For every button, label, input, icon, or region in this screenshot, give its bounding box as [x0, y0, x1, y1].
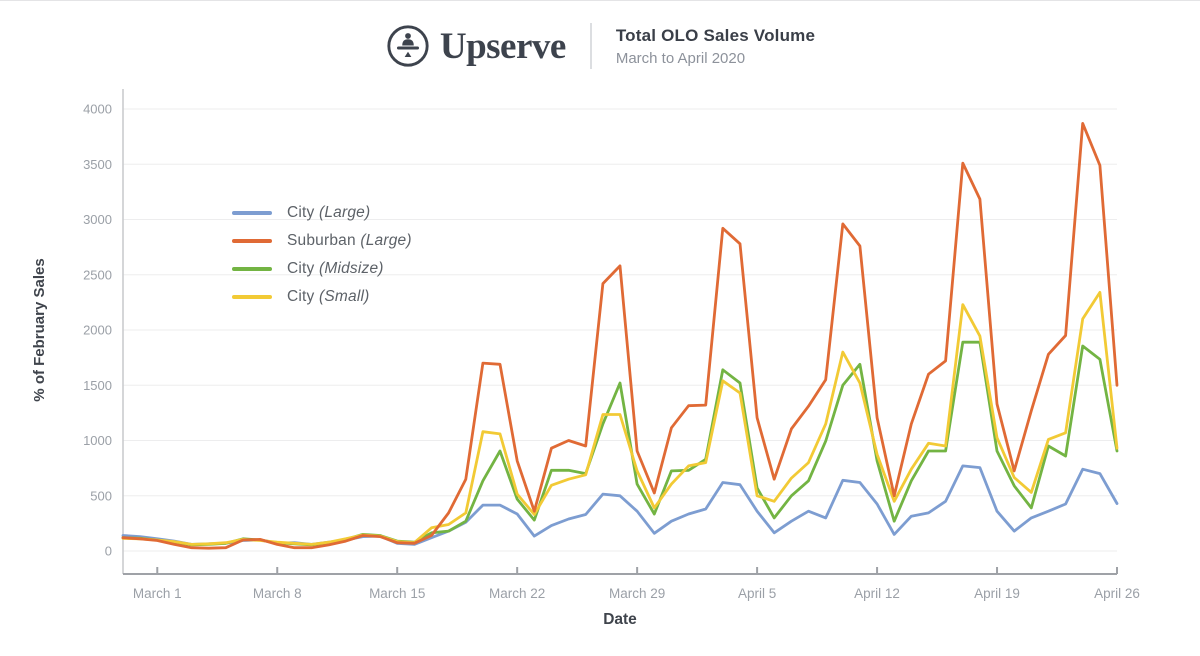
- upserve-wordmark: Upserve: [439, 25, 566, 67]
- legend-item-city-large: City (Large): [232, 199, 412, 227]
- upserve-brand: Upserve: [385, 23, 566, 69]
- series-line-suburban-large: [121, 122, 1119, 550]
- y-tick-label: 3000: [83, 212, 112, 227]
- x-tick-label: April 19: [974, 586, 1020, 601]
- x-tick-label: March 22: [489, 586, 545, 601]
- y-tick-label: 3500: [83, 157, 112, 172]
- legend-label: Suburban (Large): [287, 232, 412, 249]
- chart-subtitle: March to April 2020: [615, 49, 746, 67]
- upserve-logo-icon: [387, 25, 429, 67]
- legend-swatch: [232, 211, 272, 215]
- legend-item-city-small: City (Small): [232, 283, 412, 311]
- x-tick-label: April 12: [854, 586, 900, 601]
- header-divider: [589, 23, 592, 69]
- legend-label: City (Midsize): [287, 260, 384, 277]
- series-line-city-midsize: [121, 340, 1119, 547]
- legend-swatch: [232, 239, 272, 243]
- legend-label: City (Large): [287, 204, 371, 221]
- legend-item-suburban-large: Suburban (Large): [232, 227, 412, 255]
- legend-swatch: [232, 295, 272, 299]
- y-tick-label: 2500: [83, 267, 112, 282]
- x-tick-label: April 26: [1094, 586, 1140, 601]
- header-titles: Total OLO Sales Volume March to April 20…: [616, 26, 815, 67]
- y-tick-label: 1000: [83, 433, 112, 448]
- y-tick-label: 500: [90, 488, 112, 503]
- x-axis-title: Date: [603, 611, 637, 628]
- legend-item-city-midsize: City (Midsize): [232, 255, 412, 283]
- chart-title: Total OLO Sales Volume: [615, 25, 816, 45]
- chart-legend: City (Large) Suburban (Large) City (Midsiz…: [232, 199, 412, 311]
- legend-label: City (Small): [287, 288, 370, 305]
- y-tick-label: 2000: [83, 323, 112, 338]
- report-header: Upserve Total OLO Sales Volume March to …: [0, 23, 1200, 69]
- y-axis-title: % of February Sales: [31, 258, 48, 401]
- x-tick-label: March 15: [369, 586, 425, 601]
- y-tick-label: 4000: [83, 102, 112, 117]
- x-tick-label: March 1: [133, 586, 182, 601]
- series-line-city-large: [121, 464, 1119, 546]
- y-tick-label: 0: [105, 544, 112, 559]
- series-line-city-small: [121, 290, 1119, 546]
- x-tick-label: March 8: [253, 586, 302, 601]
- y-tick-label: 1500: [83, 378, 112, 393]
- x-tick-label: March 29: [609, 586, 665, 601]
- x-tick-label: April 5: [738, 586, 776, 601]
- legend-swatch: [232, 267, 272, 271]
